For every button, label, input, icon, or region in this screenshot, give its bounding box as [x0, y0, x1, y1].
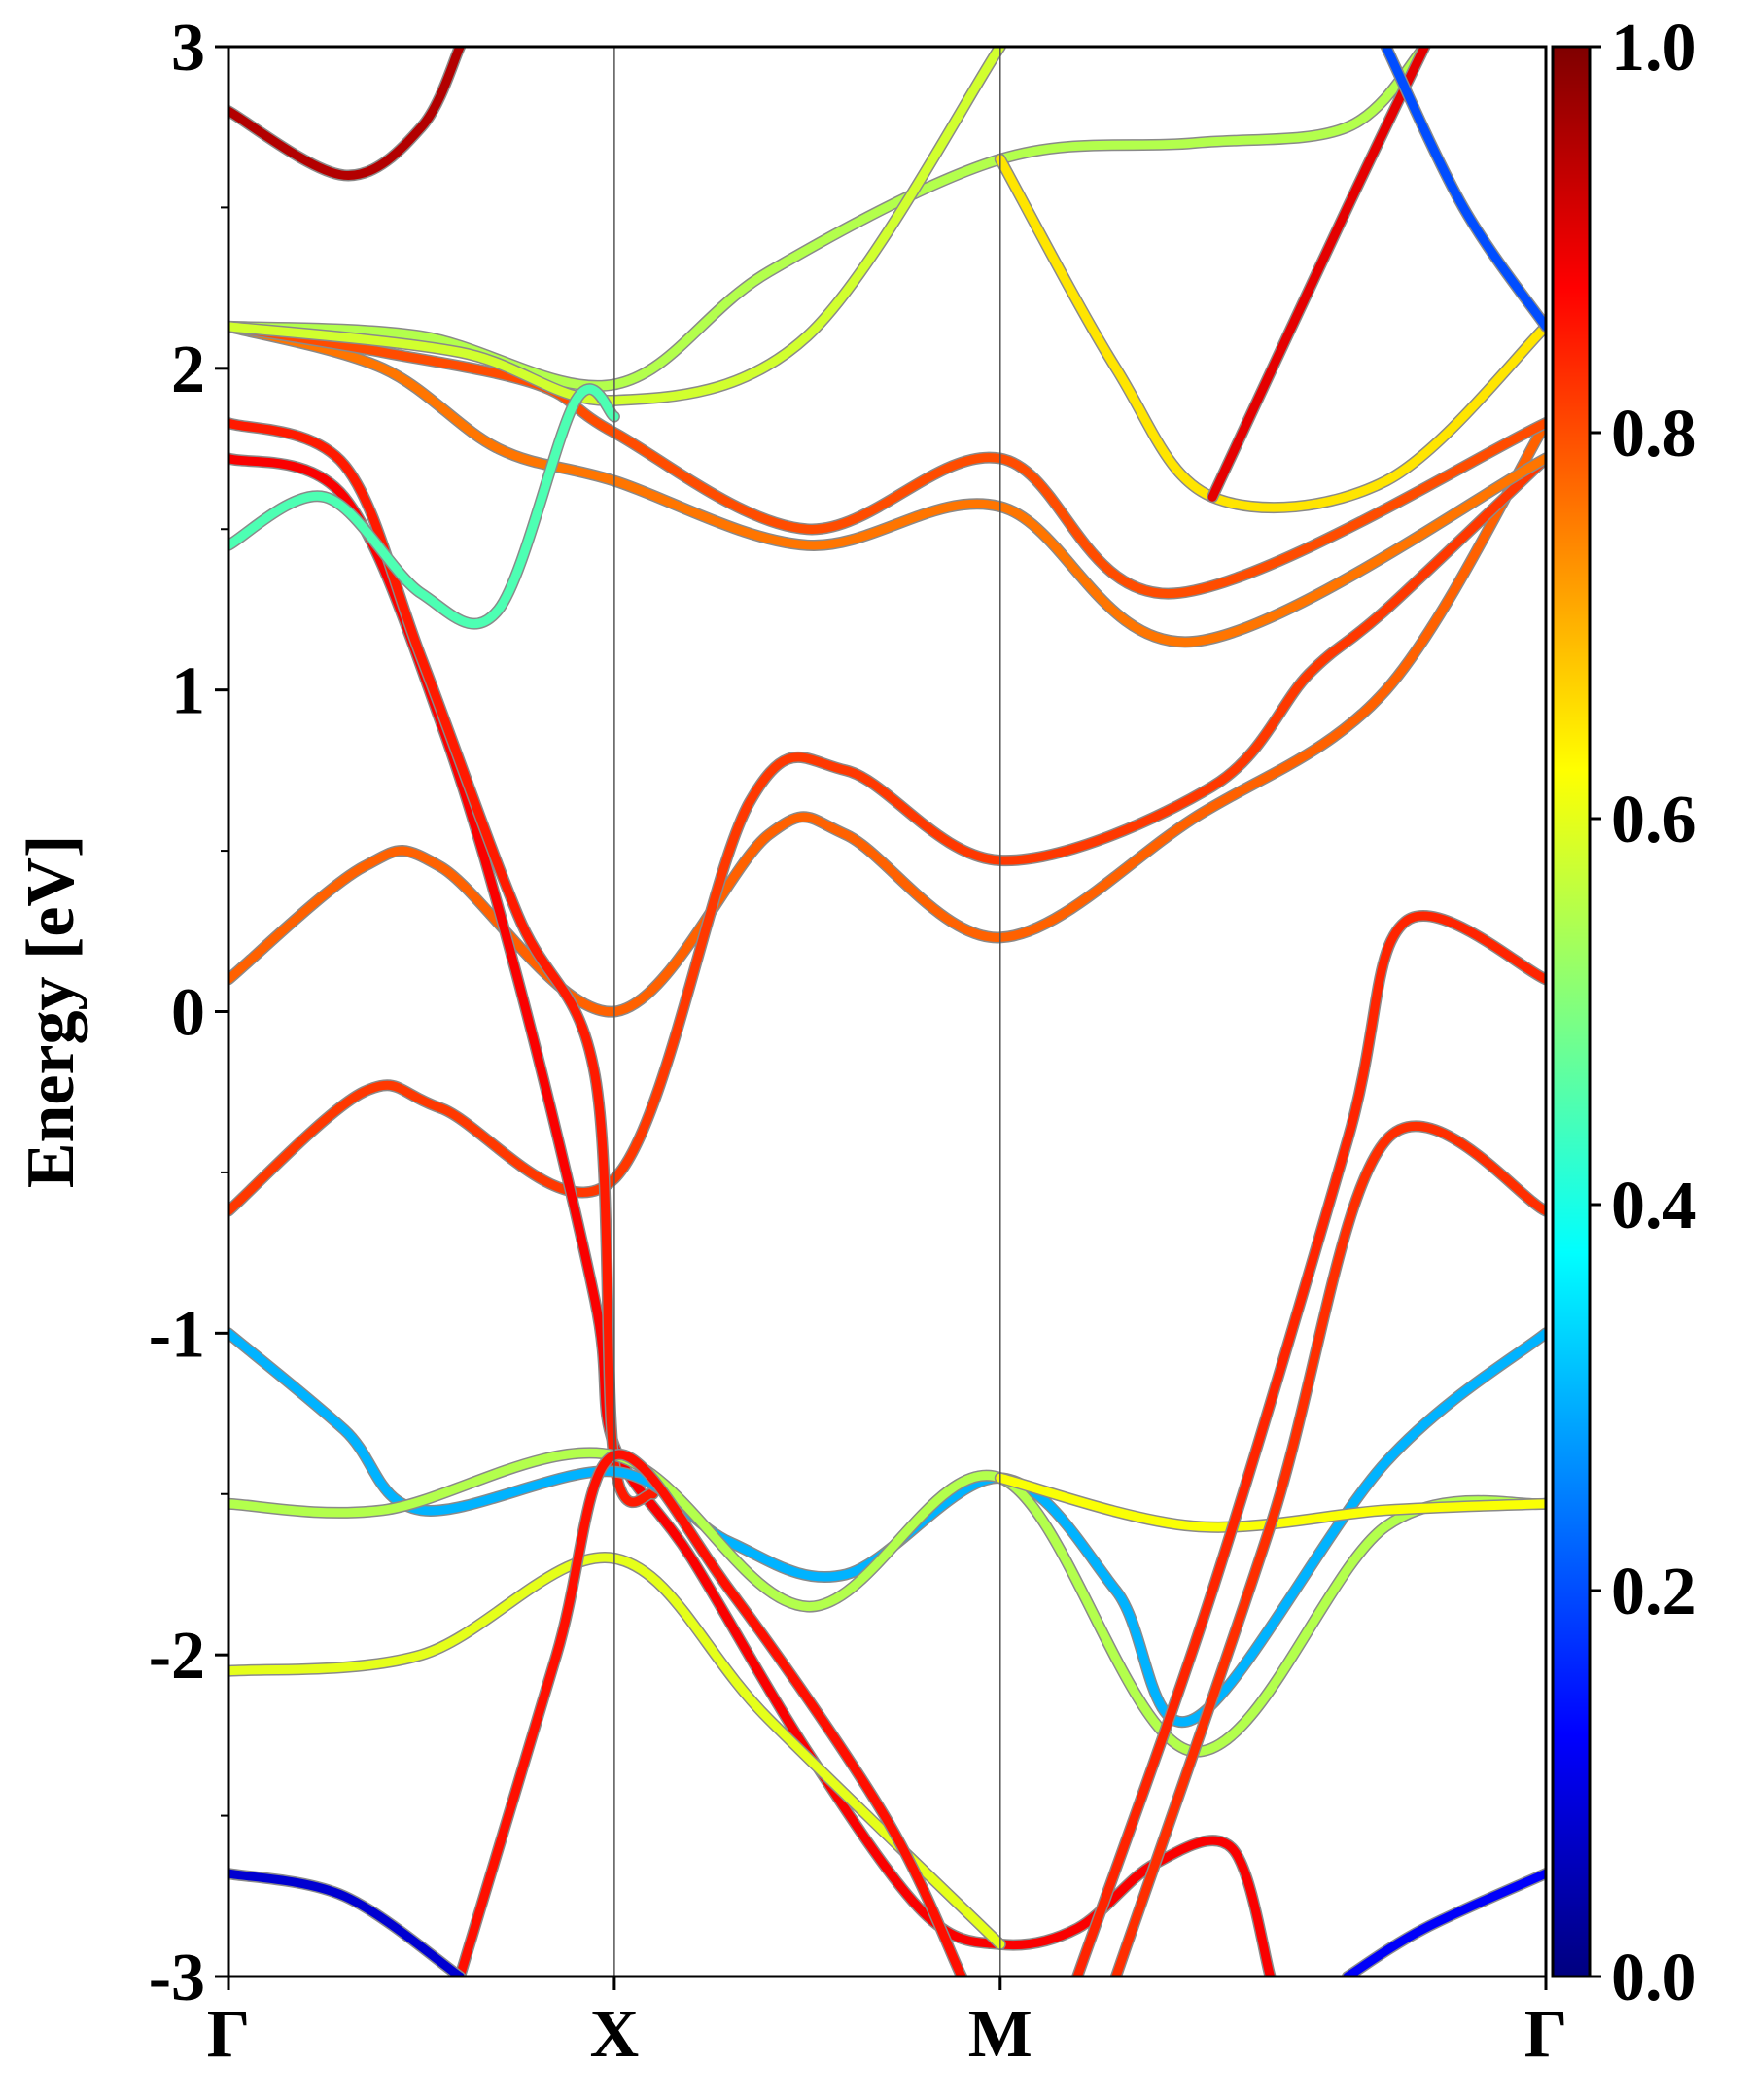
- colorbar-tick-label: 0.4: [1611, 1169, 1697, 1243]
- colorbar-tick-label: 1.0: [1611, 11, 1697, 86]
- k-point-label: Γ: [207, 1997, 251, 2072]
- band-line-4: [228, 322, 1546, 647]
- band-line-1: [228, 454, 1546, 1216]
- k-point-label: Γ: [1524, 1997, 1568, 2072]
- band-line-2: [228, 454, 1276, 1977]
- y-tick-label: 1: [171, 654, 205, 729]
- band-outline-3: [228, 417, 659, 1508]
- band-line-3: [228, 418, 658, 1507]
- band-outline-5: [228, 320, 1546, 600]
- band-outline-0: [228, 417, 1546, 1018]
- band-line-14: [455, 1450, 966, 1977]
- band-line-18: [1382, 47, 1546, 332]
- band-line-11: [228, 1448, 1546, 1756]
- band-line-13: [996, 1473, 1546, 1532]
- band-lines: [228, 47, 1546, 1977]
- y-axis-label: Energy [eV]: [14, 835, 88, 1189]
- band-line-17: [1208, 47, 1429, 502]
- y-tick-label: -3: [149, 1941, 205, 2015]
- band-line-19: [228, 1869, 465, 1977]
- band-outline-21: [228, 47, 467, 182]
- band-outline-15: [1071, 910, 1546, 1977]
- y-tick-label: -1: [149, 1297, 205, 1372]
- colorbar-tick-label: 0.8: [1611, 397, 1697, 472]
- k-point-label: X: [590, 1997, 640, 2072]
- band-outline-2: [228, 452, 1277, 1977]
- y-tick-label: 2: [171, 332, 205, 407]
- band-outline-10: [228, 1327, 1546, 1728]
- high-symmetry-lines: [613, 47, 1001, 1977]
- colorbar-tick-label: 0.6: [1611, 783, 1697, 858]
- band-line-15: [1072, 911, 1546, 1977]
- band-line-6: [228, 47, 1429, 391]
- colorbar-ticks: 0.0 0.2 0.4 0.6 0.8 1.0: [1590, 11, 1697, 2015]
- band-outline-19: [228, 1868, 467, 1977]
- y-tick-label: -2: [149, 1619, 205, 1694]
- band-line-20: [1343, 1869, 1546, 1977]
- colorbar-tick-label: 0.2: [1611, 1555, 1697, 1629]
- band-line-7: [228, 47, 1005, 405]
- colorbar-tick-label: 0.0: [1611, 1941, 1697, 2015]
- band-line-5: [228, 322, 1546, 598]
- band-line-9: [228, 384, 619, 628]
- band-line-16: [1111, 1121, 1546, 1977]
- colorbar: [1551, 45, 1592, 1978]
- band-line-12: [228, 1553, 1005, 1949]
- y-tick-label: 3: [171, 11, 205, 86]
- band-line-21: [228, 47, 465, 180]
- y-axis: -3 -2 -1 0 1 2 3: [149, 11, 228, 2015]
- band-line-10: [228, 1328, 1546, 1727]
- y-tick-label: 0: [171, 976, 205, 1051]
- band-line-0: [228, 418, 1546, 1017]
- k-point-label: M: [968, 1997, 1032, 2072]
